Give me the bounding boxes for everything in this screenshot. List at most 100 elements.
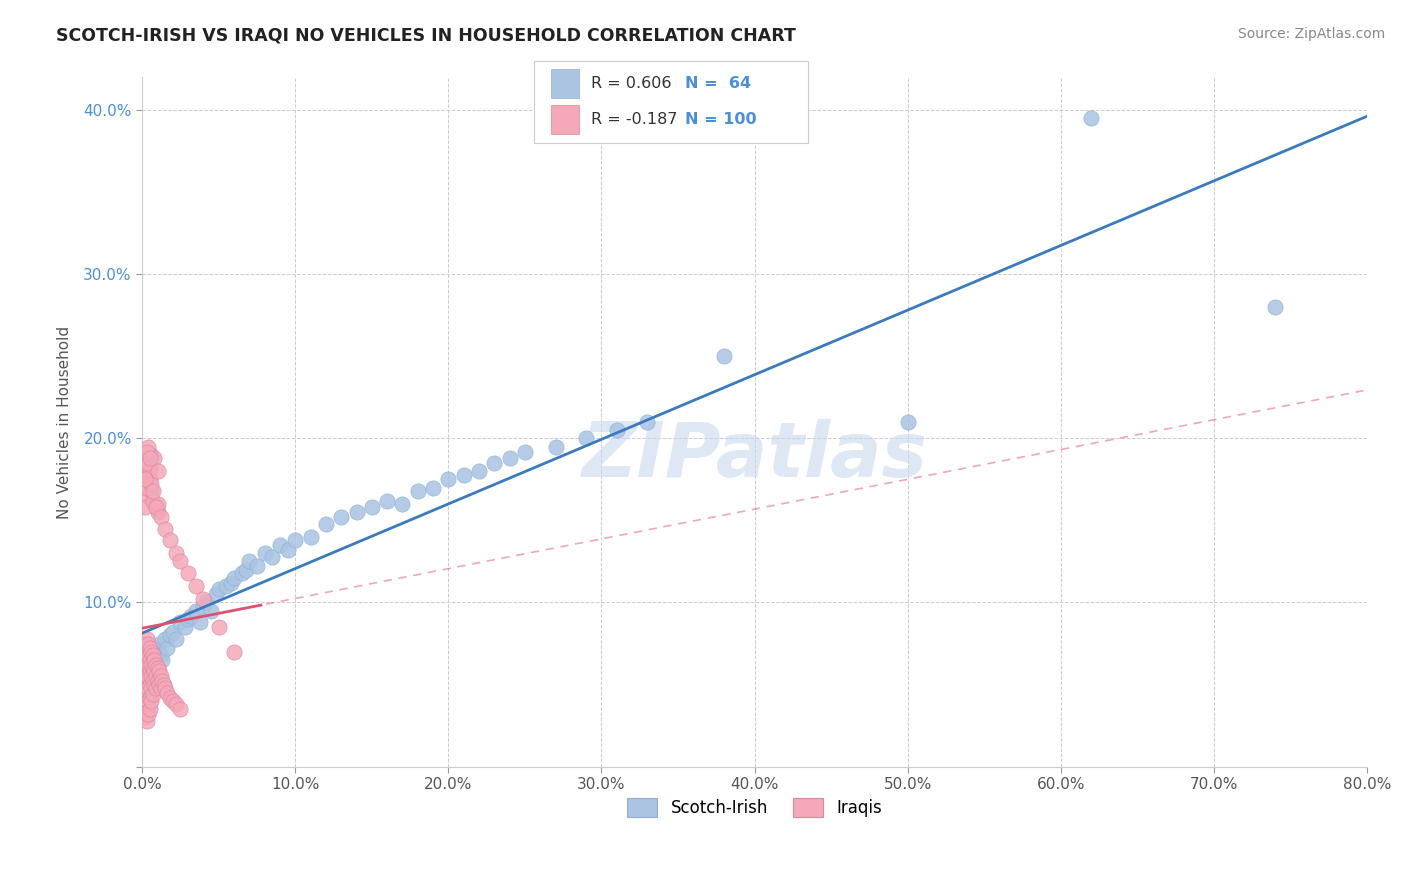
Point — [139, 677, 162, 691]
Point — [277, 543, 299, 558]
Point — [136, 707, 159, 722]
Point — [142, 661, 165, 675]
Point — [636, 415, 658, 429]
Point — [195, 595, 218, 609]
Point — [391, 497, 413, 511]
Point — [346, 505, 368, 519]
Point — [136, 489, 159, 503]
Point — [148, 665, 170, 679]
Point — [139, 690, 162, 705]
Point — [145, 657, 167, 672]
Point — [139, 641, 162, 656]
Point — [143, 665, 166, 679]
Legend: Scotch-Irish, Iraqis: Scotch-Irish, Iraqis — [620, 791, 889, 823]
Point — [135, 669, 157, 683]
Point — [136, 657, 159, 672]
Point — [184, 579, 207, 593]
Point — [134, 690, 156, 705]
Point — [177, 566, 200, 580]
Point — [149, 669, 172, 683]
Point — [146, 674, 169, 689]
Point — [139, 451, 162, 466]
Point — [134, 648, 156, 662]
Point — [149, 648, 172, 662]
Point — [193, 599, 215, 613]
Point — [193, 592, 215, 607]
Point — [145, 681, 167, 695]
Point — [135, 657, 157, 672]
Point — [135, 481, 157, 495]
Point — [142, 687, 165, 701]
Point — [143, 653, 166, 667]
Point — [190, 615, 212, 630]
Point — [513, 444, 536, 458]
Point — [484, 456, 506, 470]
Point — [139, 648, 162, 662]
Point — [134, 674, 156, 689]
Point — [180, 608, 202, 623]
Point — [159, 628, 181, 642]
Point — [148, 636, 170, 650]
Point — [162, 694, 184, 708]
Point — [222, 571, 245, 585]
Point — [132, 669, 155, 683]
Point — [142, 661, 165, 675]
Point — [145, 669, 167, 683]
Point — [149, 510, 172, 524]
Point — [132, 677, 155, 691]
Point — [174, 620, 197, 634]
Point — [141, 483, 163, 498]
Point — [162, 625, 184, 640]
Point — [200, 604, 222, 618]
Point — [269, 538, 291, 552]
Point — [139, 702, 162, 716]
Text: N =  64: N = 64 — [685, 76, 751, 91]
Point — [141, 477, 163, 491]
Point — [284, 533, 307, 548]
Point — [606, 423, 628, 437]
Point — [184, 604, 207, 618]
Text: N = 100: N = 100 — [685, 112, 756, 128]
Point — [146, 464, 169, 478]
Point — [238, 554, 260, 568]
Point — [141, 448, 163, 462]
Point — [253, 546, 276, 560]
Point — [146, 645, 169, 659]
Text: R = 0.606: R = 0.606 — [591, 76, 671, 91]
Point — [360, 500, 382, 515]
Point — [156, 686, 179, 700]
Point — [141, 657, 163, 672]
Point — [135, 653, 157, 667]
Point — [141, 669, 163, 683]
Point — [159, 690, 181, 705]
Point — [152, 677, 174, 691]
Point — [142, 483, 165, 498]
Point — [246, 559, 269, 574]
Point — [134, 657, 156, 672]
Point — [153, 632, 176, 646]
Point — [135, 444, 157, 458]
Point — [146, 497, 169, 511]
Point — [143, 677, 166, 691]
Point — [142, 674, 165, 689]
Y-axis label: No Vehicles in Household: No Vehicles in Household — [58, 326, 72, 518]
Point — [136, 440, 159, 454]
Point — [135, 714, 157, 728]
Point — [145, 500, 167, 515]
Point — [169, 554, 191, 568]
Point — [1264, 300, 1286, 314]
Point — [132, 641, 155, 656]
Point — [136, 669, 159, 683]
Point — [375, 493, 398, 508]
Point — [135, 632, 157, 646]
Point — [204, 587, 226, 601]
Point — [136, 636, 159, 650]
Text: ZIPatlas: ZIPatlas — [582, 419, 928, 493]
Point — [135, 690, 157, 705]
Point — [134, 472, 156, 486]
Point — [141, 681, 163, 695]
Point — [134, 665, 156, 679]
Point — [315, 516, 337, 531]
Point — [156, 641, 179, 656]
Point — [132, 702, 155, 716]
